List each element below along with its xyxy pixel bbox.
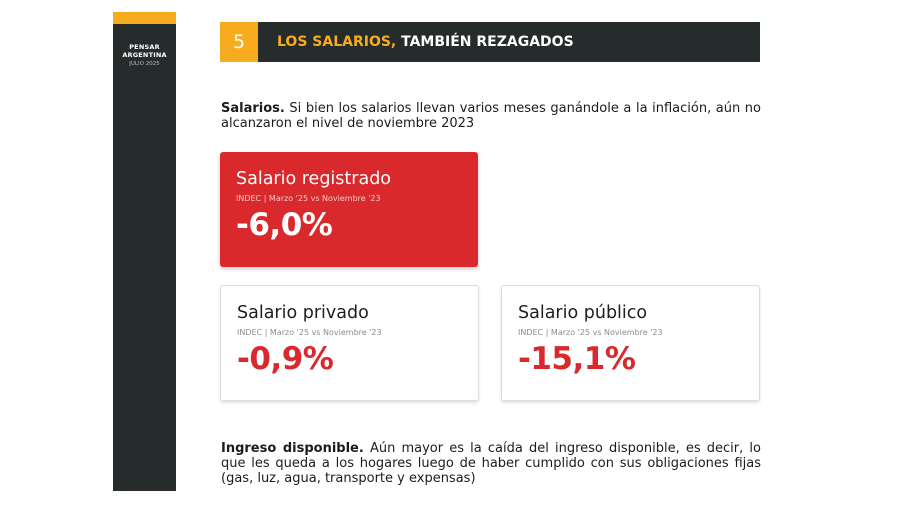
card-source: INDEC | Marzo '25 vs Noviembre '23 (236, 194, 381, 203)
card-source: INDEC | Marzo '25 vs Noviembre '23 (237, 328, 382, 337)
report-date: JULIO 2025 (129, 61, 160, 67)
card-salario-publico: Salario público INDEC | Marzo '25 vs Nov… (501, 285, 760, 401)
section-number: 5 (220, 22, 258, 62)
footer-text: Aún mayor es la caída del ingreso dispon… (221, 441, 761, 486)
brand-line-2: ARGENTINA (122, 51, 167, 59)
card-salario-privado: Salario privado INDEC | Marzo '25 vs Nov… (220, 285, 479, 401)
footer-paragraph: Ingreso disponible. Aún mayor es la caíd… (221, 441, 761, 486)
card-source: INDEC | Marzo '25 vs Noviembre '23 (518, 328, 663, 337)
sidebar: PENSAR ARGENTINA JULIO 2025 (113, 12, 176, 491)
section-title-highlight: LOS SALARIOS, (277, 34, 397, 50)
intro-text: Si bien los salarios llevan varios meses… (221, 101, 761, 131)
section-header: 5 LOS SALARIOS, TAMBIÉN REZAGADOS (220, 22, 760, 62)
card-title: Salario privado (237, 303, 369, 323)
sidebar-accent-bar (113, 12, 176, 24)
card-value: -6,0% (236, 207, 333, 243)
card-title: Salario público (518, 303, 648, 323)
footer-lead: Ingreso disponible. (221, 441, 364, 456)
section-title: LOS SALARIOS, TAMBIÉN REZAGADOS (277, 22, 574, 62)
intro-paragraph: Salarios. Si bien los salarios llevan va… (221, 101, 761, 131)
card-title: Salario registrado (236, 169, 392, 189)
section-title-rest: TAMBIÉN REZAGADOS (396, 34, 574, 50)
brand-line-1: PENSAR (129, 43, 160, 51)
card-value: -15,1% (518, 341, 636, 377)
card-value: -0,9% (237, 341, 334, 377)
card-salario-registrado: Salario registrado INDEC | Marzo '25 vs … (220, 152, 478, 267)
brand-logo-text: PENSAR ARGENTINA (113, 43, 176, 59)
intro-lead: Salarios. (221, 101, 285, 116)
